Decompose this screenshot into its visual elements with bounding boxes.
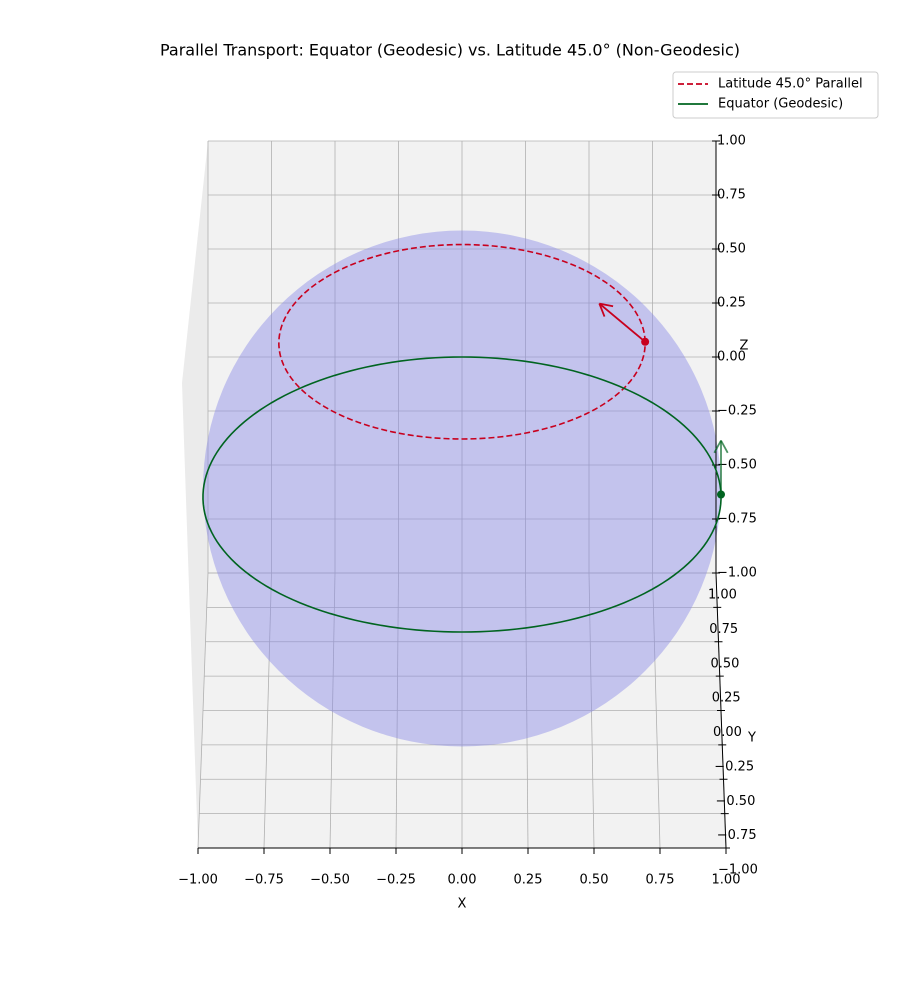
y-axis-label: Y [747, 731, 756, 746]
x-tick-label: 1.00 [712, 873, 741, 888]
y-tick-label: 1.00 [708, 588, 737, 603]
x-tick-label: 0.75 [646, 873, 675, 888]
y-tick-label: 0.25 [712, 691, 741, 706]
x-tick-label: −0.50 [310, 873, 350, 888]
z-tick-label: −1.00 [717, 566, 757, 581]
arrow-head [599, 302, 614, 308]
start-point [717, 490, 725, 499]
arrow-head [720, 440, 729, 454]
transport-vector [598, 302, 646, 343]
z-tick-label: 0.25 [717, 296, 746, 311]
chart-title: Parallel Transport: Equator (Geodesic) v… [160, 41, 740, 60]
y-tick-label: −0.25 [714, 759, 754, 774]
start-point [641, 337, 650, 346]
y-tick-label: 0.75 [709, 622, 738, 637]
latitude-curve [278, 243, 646, 440]
y-tick-label: 0.50 [711, 656, 740, 671]
y-tick-label: 0.00 [713, 725, 742, 740]
x-tick-label: 0.50 [580, 873, 609, 888]
z-tick-label: −0.25 [717, 404, 757, 419]
z-tick-label: 0.75 [717, 188, 746, 203]
legend-box [672, 71, 879, 119]
z-axis-label: Z [740, 339, 749, 354]
x-tick-label: −0.25 [376, 873, 416, 888]
y-tick-label: −1.00 [718, 863, 758, 878]
z-tick-label: −0.50 [717, 458, 757, 473]
z-tick-label: 0.00 [717, 350, 746, 365]
legend-label: Latitude 45.0° Parallel [718, 77, 863, 92]
arrow-head [598, 303, 606, 317]
x-tick-label: −1.00 [178, 873, 218, 888]
z-tick-label: 0.50 [717, 242, 746, 257]
x-tick-label: 0.25 [514, 873, 543, 888]
sphere [203, 230, 721, 747]
x-tick-label: 0.00 [448, 873, 477, 888]
y-tick-label: −0.75 [717, 828, 757, 843]
legend-label: Equator (Geodesic) [718, 97, 843, 112]
y-tick-label: −0.50 [716, 794, 756, 809]
x-tick-label: −0.75 [244, 873, 284, 888]
x-axis-label: X [458, 897, 467, 912]
left-pane [182, 141, 208, 848]
z-tick-label: 1.00 [717, 134, 746, 149]
latitude-curve [202, 356, 722, 633]
z-tick-label: −0.75 [717, 512, 757, 527]
arrow-head [713, 440, 722, 454]
